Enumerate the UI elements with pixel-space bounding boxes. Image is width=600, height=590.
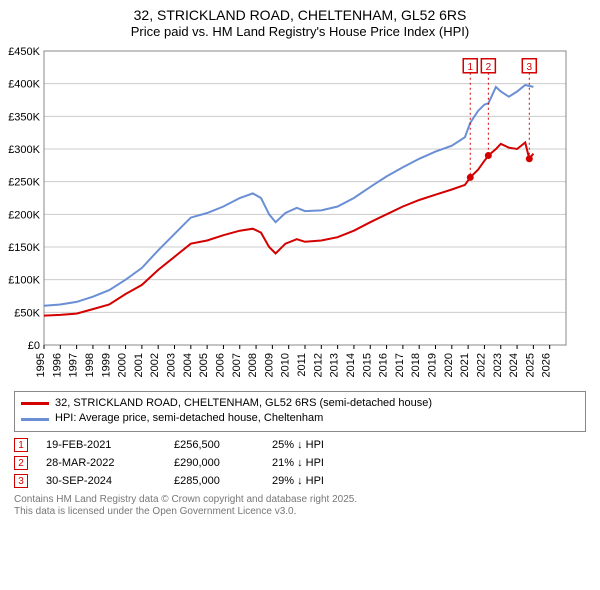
svg-text:2026: 2026	[541, 353, 553, 377]
svg-text:1998: 1998	[84, 353, 96, 377]
svg-text:1: 1	[467, 62, 473, 73]
svg-text:2006: 2006	[214, 353, 226, 377]
svg-text:£350K: £350K	[8, 111, 40, 123]
svg-text:£100K: £100K	[8, 275, 40, 287]
table-row: 2 28-MAR-2022 £290,000 21% ↓ HPI	[14, 454, 586, 472]
svg-text:2014: 2014	[345, 353, 357, 377]
legend-swatch-icon	[21, 418, 49, 421]
svg-text:2016: 2016	[378, 353, 390, 377]
legend-label: 32, STRICKLAND ROAD, CHELTENHAM, GL52 6R…	[55, 396, 432, 411]
svg-text:£0: £0	[28, 340, 40, 352]
footer-attribution: Contains HM Land Registry data © Crown c…	[14, 494, 586, 519]
legend: 32, STRICKLAND ROAD, CHELTENHAM, GL52 6R…	[14, 391, 586, 432]
tx-diff: 29% ↓ HPI	[272, 475, 362, 487]
marker-badge-icon: 1	[14, 438, 28, 452]
svg-text:2024: 2024	[508, 353, 520, 377]
svg-text:2020: 2020	[443, 353, 455, 377]
tx-date: 30-SEP-2024	[46, 475, 156, 487]
svg-text:£450K: £450K	[8, 46, 40, 58]
svg-text:1999: 1999	[100, 353, 112, 377]
tx-date: 28-MAR-2022	[46, 457, 156, 469]
svg-text:2021: 2021	[459, 353, 471, 377]
legend-label: HPI: Average price, semi-detached house,…	[55, 411, 323, 426]
footer-line: Contains HM Land Registry data © Crown c…	[14, 494, 586, 507]
svg-text:£400K: £400K	[8, 79, 40, 91]
legend-item: 32, STRICKLAND ROAD, CHELTENHAM, GL52 6R…	[21, 396, 579, 411]
svg-text:2010: 2010	[280, 353, 292, 377]
svg-text:2017: 2017	[394, 353, 406, 377]
tx-price: £285,000	[174, 475, 254, 487]
chart-titles: 32, STRICKLAND ROAD, CHELTENHAM, GL52 6R…	[0, 0, 600, 41]
svg-text:2000: 2000	[117, 353, 129, 377]
svg-text:2019: 2019	[427, 353, 439, 377]
svg-text:2001: 2001	[133, 353, 145, 377]
svg-text:2023: 2023	[492, 353, 504, 377]
title-main: 32, STRICKLAND ROAD, CHELTENHAM, GL52 6R…	[0, 6, 600, 24]
svg-text:3: 3	[527, 62, 533, 73]
svg-text:£250K: £250K	[8, 177, 40, 189]
svg-text:2003: 2003	[166, 353, 178, 377]
tx-date: 19-FEB-2021	[46, 439, 156, 451]
svg-text:2002: 2002	[149, 353, 161, 377]
svg-text:2005: 2005	[198, 353, 210, 377]
tx-price: £256,500	[174, 439, 254, 451]
tx-diff: 21% ↓ HPI	[272, 457, 362, 469]
svg-text:£150K: £150K	[8, 242, 40, 254]
svg-text:2008: 2008	[247, 353, 259, 377]
chart-svg: £0 £50K £100K £150K £200K £250K £300K £350K £400…	[0, 45, 572, 385]
svg-text:2025: 2025	[524, 353, 536, 377]
table-row: 1 19-FEB-2021 £256,500 25% ↓ HPI	[14, 436, 586, 454]
svg-text:£50K: £50K	[14, 307, 40, 319]
svg-text:2004: 2004	[182, 353, 194, 377]
tx-price: £290,000	[174, 457, 254, 469]
table-row: 3 30-SEP-2024 £285,000 29% ↓ HPI	[14, 472, 586, 490]
svg-text:2: 2	[486, 62, 492, 73]
svg-text:£200K: £200K	[8, 209, 40, 221]
svg-text:2011: 2011	[296, 353, 308, 377]
tx-diff: 25% ↓ HPI	[272, 439, 362, 451]
svg-text:1995: 1995	[35, 353, 47, 377]
svg-text:1997: 1997	[68, 353, 80, 377]
transactions-table: 1 19-FEB-2021 £256,500 25% ↓ HPI 2 28-MA…	[14, 436, 586, 490]
chart-area: £0 £50K £100K £150K £200K £250K £300K £350K £400…	[0, 45, 600, 385]
svg-text:2007: 2007	[231, 353, 243, 377]
svg-text:2018: 2018	[410, 353, 422, 377]
svg-text:2013: 2013	[329, 353, 341, 377]
svg-text:£300K: £300K	[8, 144, 40, 156]
marker-badge-icon: 3	[14, 474, 28, 488]
marker-badge-icon: 2	[14, 456, 28, 470]
footer-line: This data is licensed under the Open Gov…	[14, 506, 586, 519]
svg-text:2015: 2015	[361, 353, 373, 377]
svg-text:2009: 2009	[263, 353, 275, 377]
legend-item: HPI: Average price, semi-detached house,…	[21, 411, 579, 426]
legend-swatch-icon	[21, 402, 49, 405]
svg-text:1996: 1996	[51, 353, 63, 377]
svg-text:2012: 2012	[312, 353, 324, 377]
title-sub: Price paid vs. HM Land Registry's House …	[0, 24, 600, 41]
svg-text:2022: 2022	[475, 353, 487, 377]
